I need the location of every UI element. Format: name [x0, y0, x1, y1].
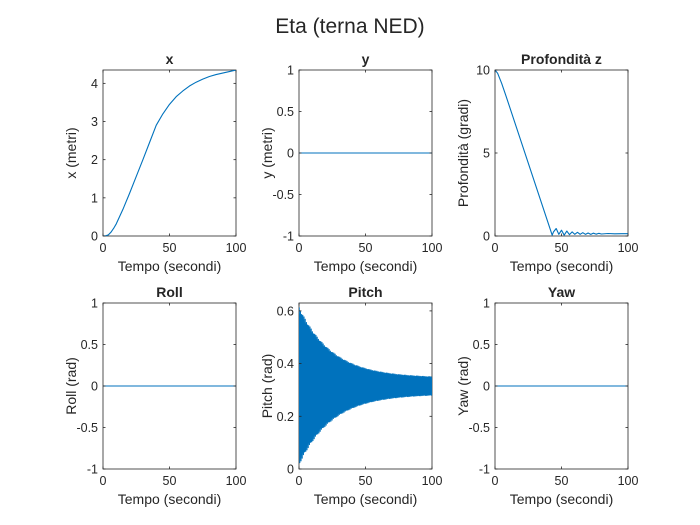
- subplot-title: Roll: [156, 284, 182, 300]
- y-tick-label: 0.5: [81, 338, 98, 352]
- x-axis-label: Tempo (secondi): [510, 258, 614, 274]
- x-tick-label: 100: [422, 241, 443, 255]
- x-tick-label: 100: [618, 241, 639, 255]
- x-tick-label: 0: [492, 474, 499, 488]
- x-axis-label: Tempo (secondi): [314, 491, 418, 507]
- y-tick-label: 0: [287, 463, 294, 477]
- y-tick-label: 0.5: [277, 105, 294, 119]
- y-tick-label: 10: [476, 64, 490, 78]
- x-tick-label: 100: [226, 241, 247, 255]
- subplot-3: 0 50 100 0 5 10 Profondità z Tempo (secondi) Pro…: [455, 51, 638, 274]
- x-tick-label: 0: [296, 474, 303, 488]
- subplot-title: Yaw: [548, 284, 575, 300]
- y-tick-label: -0.5: [468, 421, 490, 435]
- x-tick-label: 0: [100, 474, 107, 488]
- y-tick-label: 0: [287, 147, 294, 161]
- x-tick-label: 100: [618, 474, 639, 488]
- x-tick-label: 50: [163, 241, 177, 255]
- y-tick-label: 0: [483, 380, 490, 394]
- x-tick-label: 100: [226, 474, 247, 488]
- y-tick-label: -0.5: [272, 188, 294, 202]
- x-axis-label: Tempo (secondi): [510, 491, 614, 507]
- y-tick-label: 2: [91, 153, 98, 167]
- x-tick-label: 100: [422, 474, 443, 488]
- subplot-1: 0 50 100 0 1 2 3 4 x Tempo (secondi) x (metri): [63, 51, 246, 274]
- y-tick-label: 0.4: [277, 357, 294, 371]
- subplot-4: 0 50 100 -1 -0.5 0 0.5 1 Roll Tempo (secondi) Roll…: [63, 284, 246, 507]
- subplot-title: Profondità z: [521, 51, 602, 67]
- y-tick-label: 5: [483, 147, 490, 161]
- series-line: [495, 70, 628, 236]
- series-line: [299, 307, 432, 464]
- y-tick-label: 0: [91, 380, 98, 394]
- series-line: [103, 70, 236, 236]
- y-tick-label: 0.5: [473, 338, 490, 352]
- subplot-2: 0 50 100 -1 -0.5 0 0.5 1 y Tempo (secondi) y (metr…: [259, 51, 442, 274]
- subplot-5: 0 50 100 0 0.2 0.4 0.6 Pitch Tempo (secondi) Pitc…: [259, 284, 442, 507]
- plot-area: [102, 69, 237, 237]
- x-tick-label: 0: [100, 241, 107, 255]
- x-tick-label: 50: [555, 241, 569, 255]
- y-tick-label: -1: [87, 463, 98, 477]
- x-axis-label: Tempo (secondi): [118, 491, 222, 507]
- plot-area: [494, 69, 629, 237]
- y-tick-label: 3: [91, 115, 98, 129]
- y-axis-label: x (metri): [63, 127, 79, 178]
- y-tick-label: 0: [483, 230, 490, 244]
- y-tick-label: 0.2: [277, 410, 294, 424]
- y-tick-label: 1: [287, 64, 294, 78]
- y-axis-label: Yaw (rad): [455, 356, 471, 416]
- y-tick-label: -1: [479, 463, 490, 477]
- y-tick-label: -1: [283, 230, 294, 244]
- y-tick-label: 1: [91, 191, 98, 205]
- y-tick-label: -0.5: [76, 421, 98, 435]
- y-axis-label: Profondità (gradi): [455, 99, 471, 207]
- subplot-title: y: [362, 51, 370, 67]
- y-tick-label: 1: [91, 297, 98, 311]
- y-tick-label: 0.6: [277, 304, 294, 318]
- x-tick-label: 0: [296, 241, 303, 255]
- figure-title: Eta (terna NED): [275, 15, 424, 38]
- y-tick-label: 1: [483, 297, 490, 311]
- y-axis-label: Roll (rad): [63, 357, 79, 415]
- subplot-title: x: [166, 51, 174, 67]
- x-axis-label: Tempo (secondi): [314, 258, 418, 274]
- y-axis-label: y (metri): [259, 127, 275, 178]
- x-tick-label: 50: [163, 474, 177, 488]
- x-tick-label: 0: [492, 241, 499, 255]
- y-axis-label: Pitch (rad): [259, 354, 275, 419]
- x-tick-label: 50: [359, 241, 373, 255]
- y-tick-label: 4: [91, 77, 98, 91]
- subplot-6: 0 50 100 -1 -0.5 0 0.5 1 Yaw Tempo (secondi) Yaw (…: [455, 284, 638, 507]
- x-tick-label: 50: [359, 474, 373, 488]
- subplot-title: Pitch: [348, 284, 382, 300]
- x-tick-label: 50: [555, 474, 569, 488]
- y-tick-label: 0: [91, 230, 98, 244]
- x-axis-label: Tempo (secondi): [118, 258, 222, 274]
